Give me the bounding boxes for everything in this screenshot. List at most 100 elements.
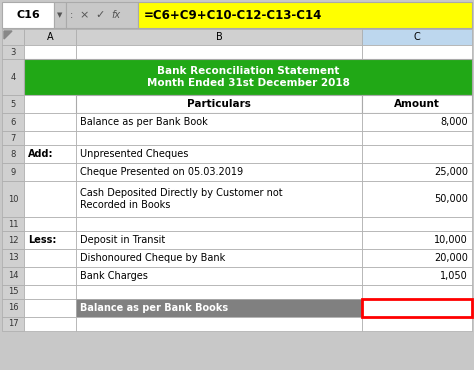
Bar <box>76 267 362 285</box>
Bar <box>362 217 472 231</box>
Bar <box>362 29 472 45</box>
Bar <box>76 285 362 299</box>
Text: Deposit in Transit: Deposit in Transit <box>80 235 165 245</box>
Text: B: B <box>216 32 222 42</box>
Bar <box>2 113 24 131</box>
Bar <box>76 317 362 331</box>
Text: Dishonoured Cheque by Bank: Dishonoured Cheque by Bank <box>80 253 225 263</box>
Text: 7: 7 <box>10 134 16 142</box>
Text: :: : <box>70 10 73 20</box>
Bar <box>24 29 76 45</box>
Text: 10,000: 10,000 <box>434 235 468 245</box>
Bar <box>2 181 24 217</box>
Bar <box>2 249 24 267</box>
Bar <box>362 131 472 145</box>
Bar <box>362 317 472 331</box>
Bar <box>76 95 362 113</box>
Bar <box>24 249 76 267</box>
Bar <box>76 181 362 217</box>
Text: 4: 4 <box>10 73 16 81</box>
Bar <box>24 317 76 331</box>
Bar <box>24 181 76 217</box>
Bar <box>24 59 472 95</box>
Text: 9: 9 <box>10 168 16 176</box>
Text: Balance as per Bank Books: Balance as per Bank Books <box>80 303 228 313</box>
Bar <box>2 163 24 181</box>
Bar <box>24 231 76 249</box>
Text: 12: 12 <box>8 235 18 245</box>
Text: Add:: Add: <box>28 149 54 159</box>
Bar <box>2 267 24 285</box>
Bar <box>2 2 54 28</box>
Text: 8: 8 <box>10 149 16 158</box>
Bar <box>24 45 76 59</box>
Bar <box>66 2 138 28</box>
Bar <box>2 45 24 59</box>
Text: Less:: Less: <box>28 235 56 245</box>
Bar <box>24 217 76 231</box>
Text: ×: × <box>79 10 89 20</box>
Text: 20,000: 20,000 <box>434 253 468 263</box>
Text: ✓: ✓ <box>95 10 105 20</box>
Text: =C6+C9+C10-C12-C13-C14: =C6+C9+C10-C12-C13-C14 <box>144 9 322 21</box>
Text: 13: 13 <box>8 253 18 262</box>
Bar <box>2 145 24 163</box>
Text: A: A <box>46 32 53 42</box>
Text: Amount: Amount <box>394 99 440 109</box>
Text: Particulars: Particulars <box>187 99 251 109</box>
Bar <box>54 2 66 28</box>
Text: Balance as per Bank Book: Balance as per Bank Book <box>80 117 208 127</box>
Bar <box>76 231 362 249</box>
Bar <box>362 145 472 163</box>
Bar <box>2 59 24 95</box>
Text: 5: 5 <box>10 100 16 108</box>
Bar <box>362 113 472 131</box>
Polygon shape <box>4 31 12 39</box>
Bar <box>24 131 76 145</box>
Bar <box>2 131 24 145</box>
Bar <box>76 113 362 131</box>
Bar <box>76 29 362 45</box>
Bar <box>362 231 472 249</box>
Bar <box>362 299 472 317</box>
Text: 50,000: 50,000 <box>434 194 468 204</box>
Bar <box>24 299 76 317</box>
Text: 1,050: 1,050 <box>440 271 468 281</box>
Bar <box>2 231 24 249</box>
Bar <box>2 285 24 299</box>
Text: 6: 6 <box>10 118 16 127</box>
Text: 14: 14 <box>8 272 18 280</box>
Bar <box>76 249 362 267</box>
Bar <box>2 299 24 317</box>
Bar <box>24 113 76 131</box>
Text: 3: 3 <box>10 47 16 57</box>
Bar <box>24 163 76 181</box>
Bar <box>2 317 24 331</box>
Bar <box>2 29 24 45</box>
Text: Bank Charges: Bank Charges <box>80 271 148 281</box>
Bar <box>24 95 76 113</box>
Bar <box>362 267 472 285</box>
Text: Cash Deposited Directly by Customer not
Recorded in Books: Cash Deposited Directly by Customer not … <box>80 188 283 210</box>
Text: fx: fx <box>111 10 120 20</box>
Bar <box>362 163 472 181</box>
Bar <box>76 299 362 317</box>
Text: C: C <box>414 32 420 42</box>
Text: 25,000: 25,000 <box>434 167 468 177</box>
Bar <box>362 181 472 217</box>
Bar <box>24 145 76 163</box>
Text: 16: 16 <box>8 303 18 313</box>
Bar <box>76 217 362 231</box>
Text: 51,950: 51,950 <box>430 303 468 313</box>
Text: Bank Reconciliation Statement
Month Ended 31st December 2018: Bank Reconciliation Statement Month Ende… <box>146 66 349 88</box>
Text: Unpresented Cheques: Unpresented Cheques <box>80 149 188 159</box>
Bar <box>2 217 24 231</box>
Bar <box>24 267 76 285</box>
Bar <box>362 285 472 299</box>
Bar <box>76 163 362 181</box>
Bar <box>76 145 362 163</box>
Bar <box>2 95 24 113</box>
Text: Cheque Presented on 05.03.2019: Cheque Presented on 05.03.2019 <box>80 167 243 177</box>
Text: ▼: ▼ <box>57 12 63 18</box>
Bar <box>362 249 472 267</box>
